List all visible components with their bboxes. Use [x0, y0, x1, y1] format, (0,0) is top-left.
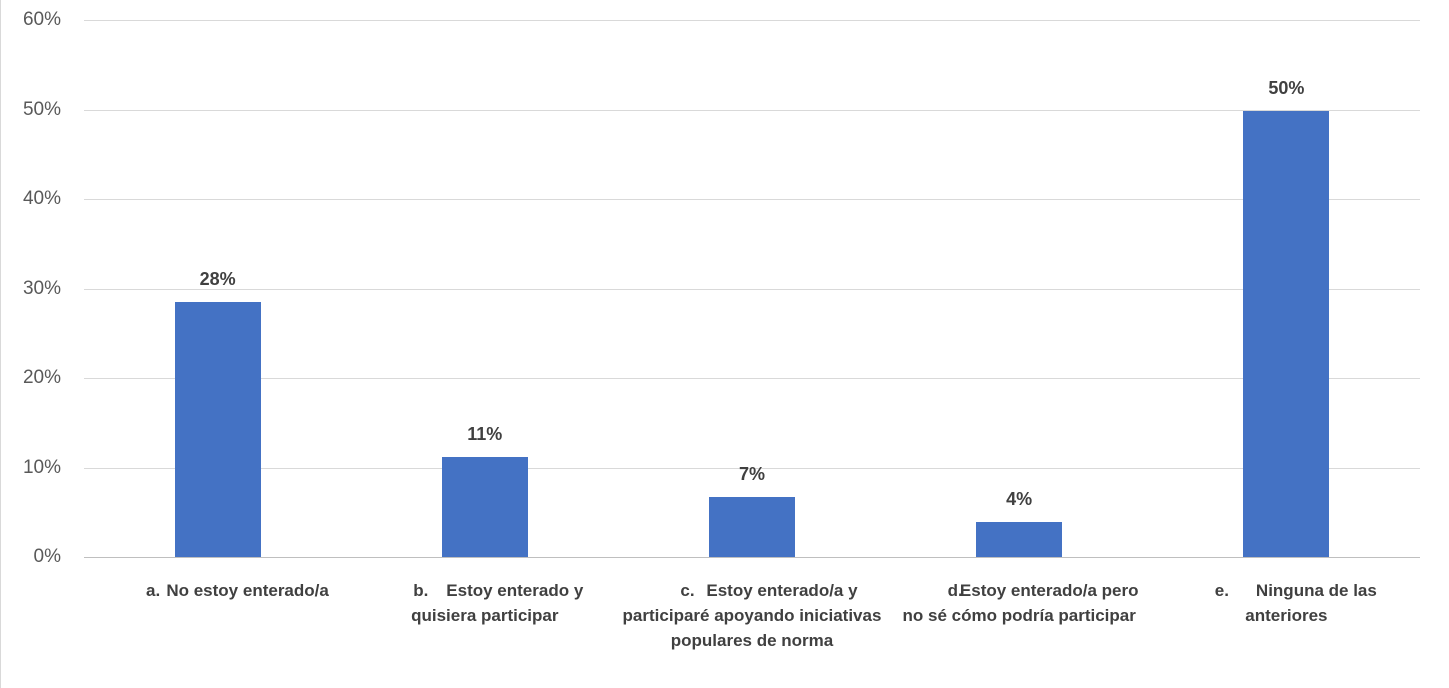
bar: [976, 522, 1063, 557]
x-tick-text: Ninguna de las anteriores: [1245, 581, 1377, 625]
bar: [1243, 111, 1330, 557]
y-tick-label: 0%: [33, 546, 61, 567]
y-tick-label: 50%: [22, 99, 61, 120]
gridline: [84, 378, 1420, 379]
y-tick-label: 60%: [22, 9, 61, 30]
gridline: [84, 20, 1420, 21]
data-label: 4%: [1006, 489, 1033, 510]
gridline: [84, 468, 1420, 469]
x-tick-text: Estoy enterado/a pero no sé cómo podría …: [902, 581, 1139, 625]
x-axis-line: [84, 557, 1420, 558]
x-tick-label: b. Estoy enterado y quisiera participar: [411, 581, 584, 625]
x-tick-label: e. Ninguna de las anteriores: [1214, 581, 1377, 625]
bar: [174, 301, 261, 557]
x-tick-text: Estoy enterado y quisiera participar: [411, 581, 584, 625]
gridline: [84, 289, 1420, 290]
y-tick-label: 20%: [22, 367, 61, 388]
x-tick-text: Estoy enterado/a y participaré apoyando …: [622, 581, 882, 650]
data-label: 28%: [199, 268, 236, 289]
x-tick-label: a. No estoy enterado/a: [146, 581, 329, 600]
data-label: 7%: [738, 464, 765, 485]
bar: [441, 456, 528, 557]
gridline: [84, 199, 1420, 200]
x-tick-label: c. Estoy enterado/a y participaré apoyand…: [622, 581, 882, 650]
y-tick-label: 10%: [22, 457, 61, 478]
gridline: [84, 110, 1420, 111]
bar: [709, 497, 795, 557]
y-tick-label: 40%: [22, 188, 61, 209]
y-tick-label: 30%: [22, 278, 61, 299]
x-tick-text: No estoy enterado/a: [166, 581, 329, 600]
data-label: 50%: [1268, 78, 1305, 99]
data-label: 11%: [467, 423, 503, 444]
x-tick-label: d. Estoy enterado/a pero no sé cómo podrí…: [902, 581, 1139, 625]
